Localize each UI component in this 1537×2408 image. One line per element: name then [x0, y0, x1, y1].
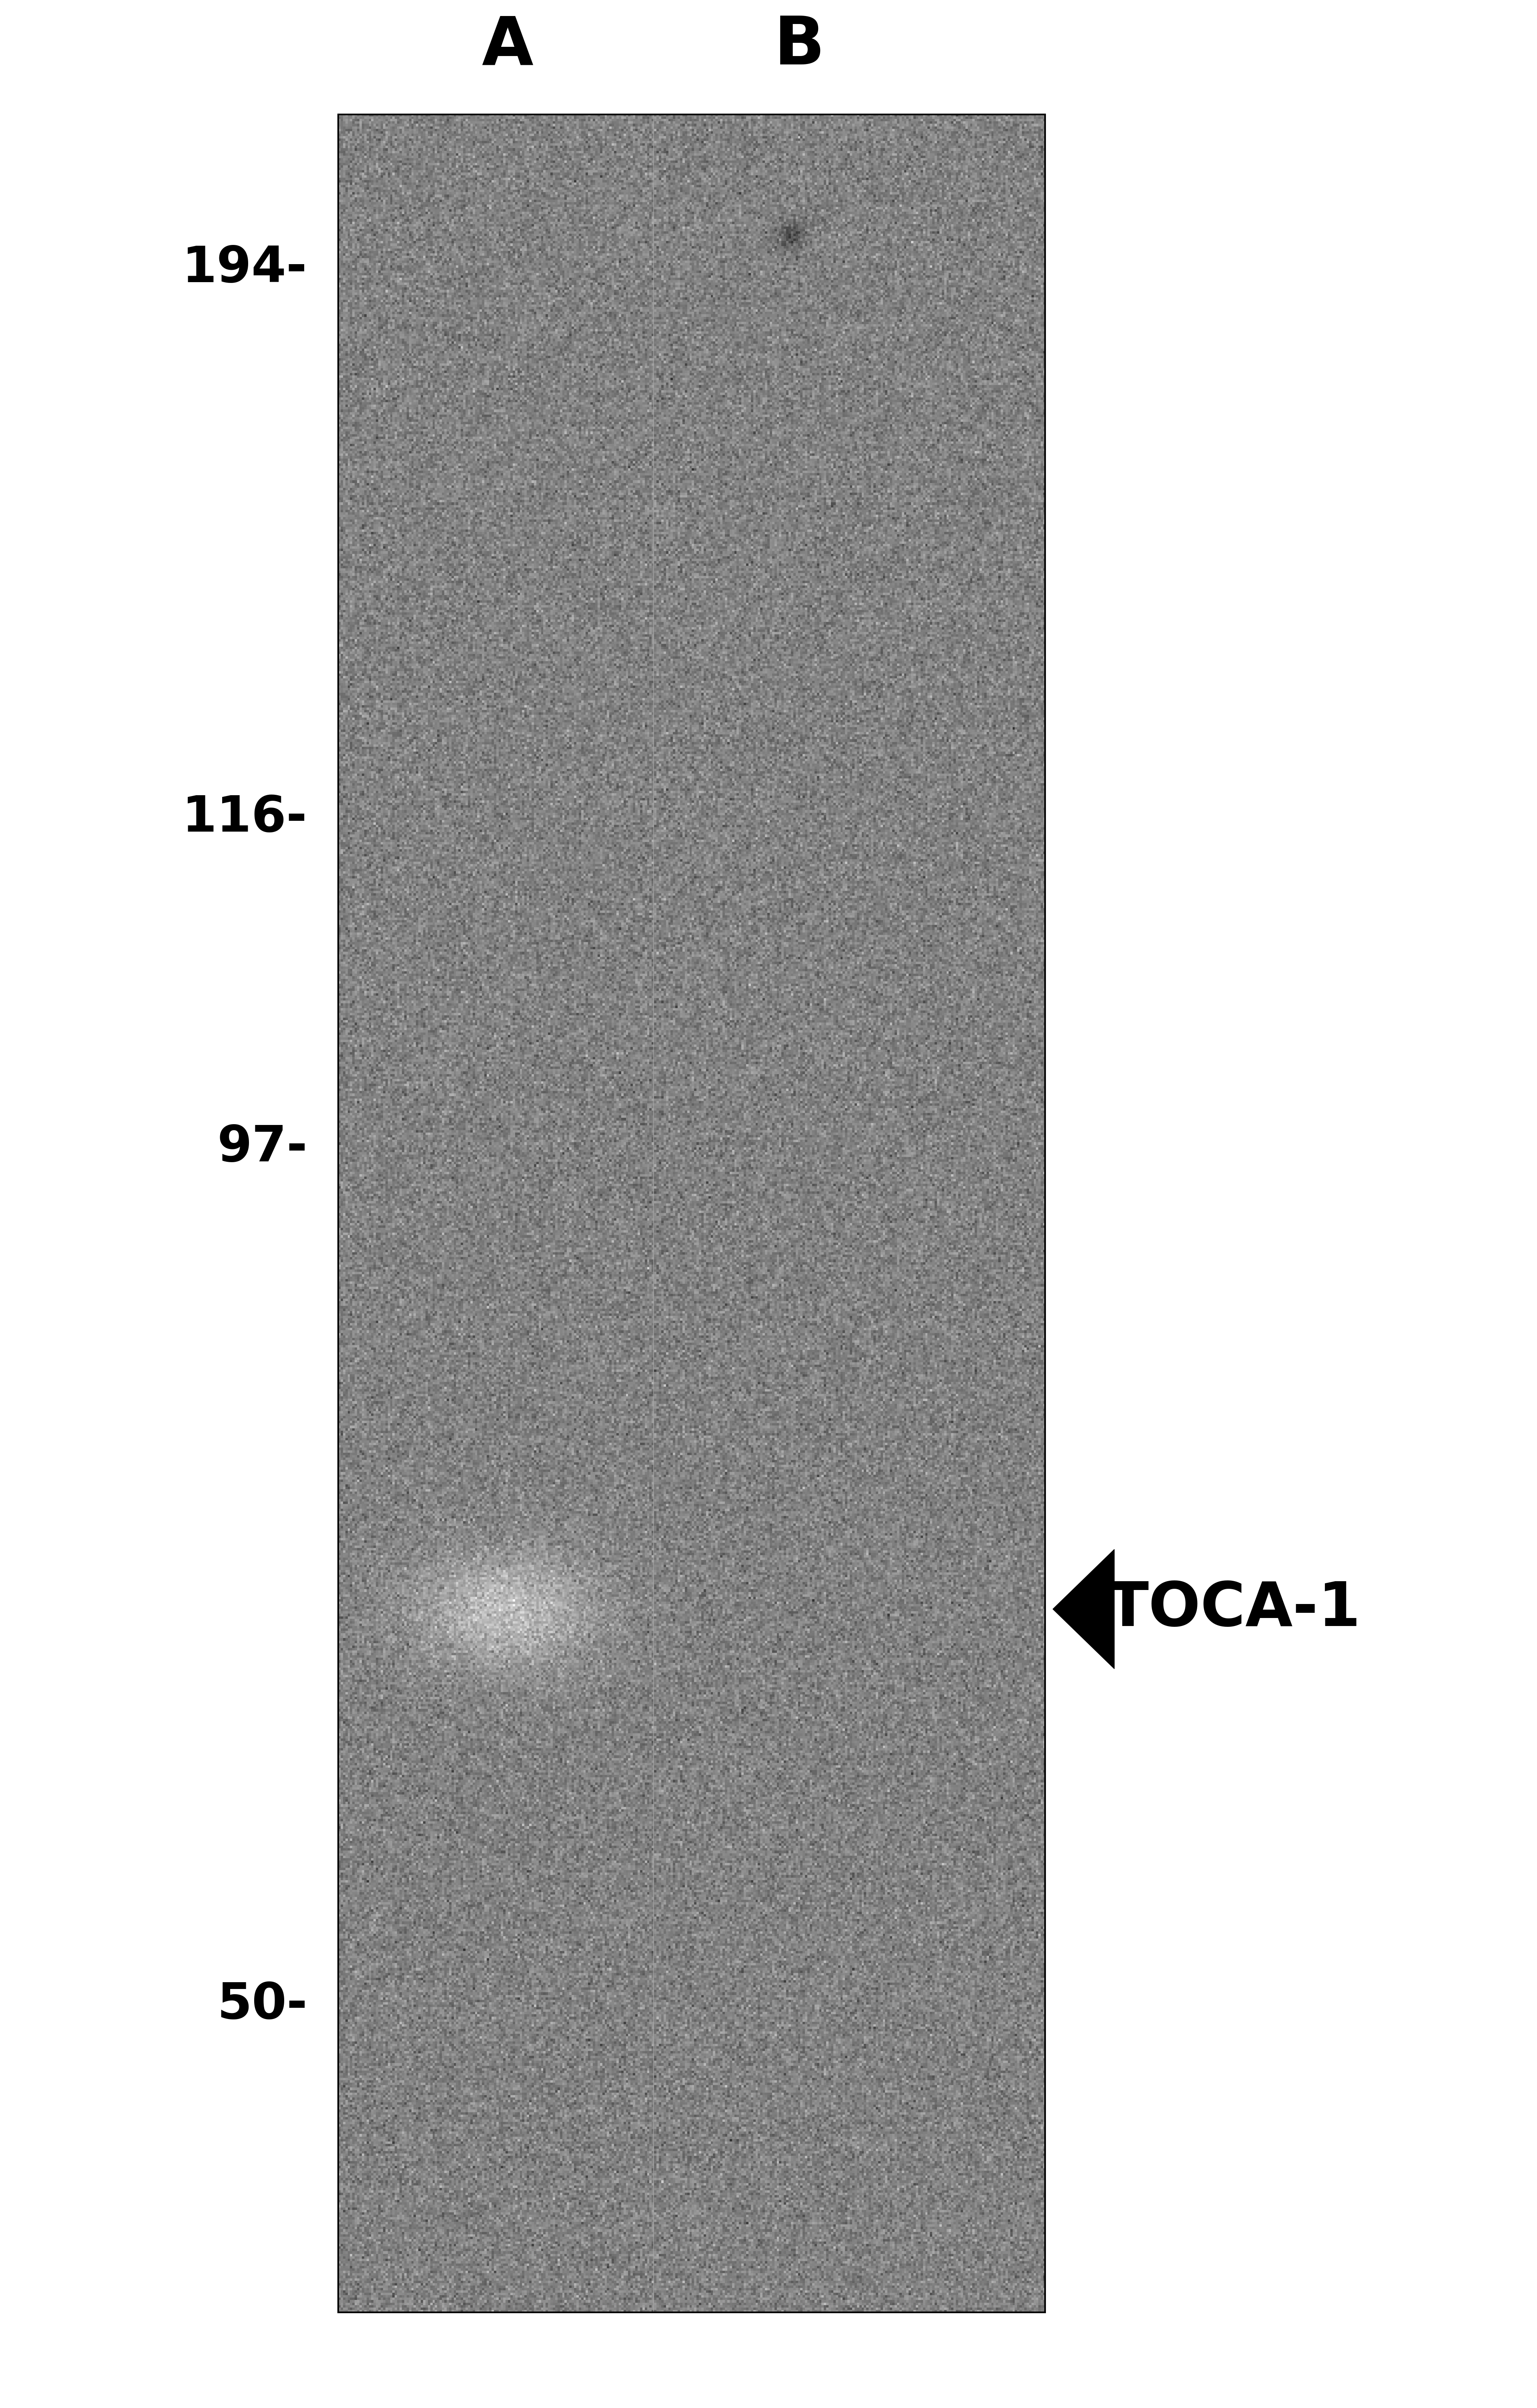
- Text: 194-: 194-: [183, 243, 307, 291]
- Text: 50-: 50-: [217, 1979, 307, 2030]
- Text: TOCA-1: TOCA-1: [1107, 1580, 1360, 1640]
- Polygon shape: [1053, 1548, 1114, 1669]
- Text: 116-: 116-: [183, 795, 307, 843]
- Text: B: B: [773, 14, 825, 79]
- Text: A: A: [481, 14, 533, 79]
- Text: 97-: 97-: [217, 1122, 307, 1173]
